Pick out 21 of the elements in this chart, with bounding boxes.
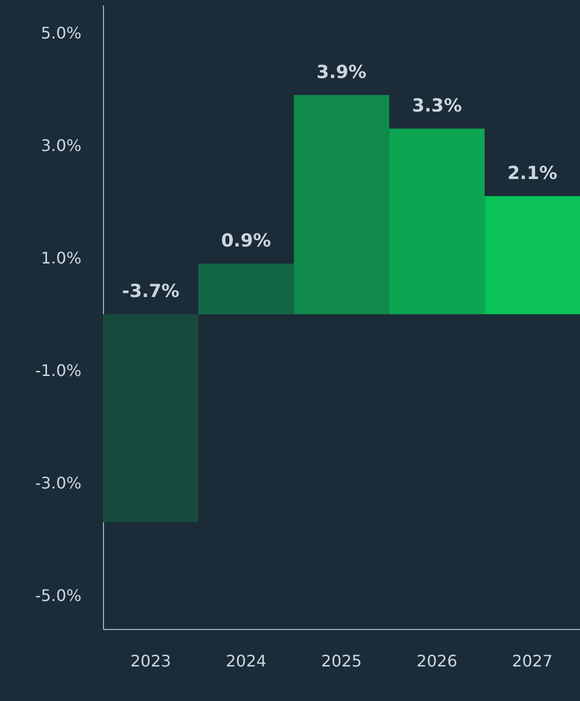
y-tick-label: -1.0% [35, 360, 82, 380]
bar [198, 264, 294, 314]
data-label: 3.9% [316, 62, 366, 83]
y-tick-label: 5.0% [40, 24, 82, 43]
y-tick-label: -5.0% [35, 586, 82, 605]
bar [389, 128, 485, 314]
data-label: 0.9% [221, 230, 272, 252]
bar [484, 196, 580, 314]
data-label: 3.3% [412, 96, 462, 117]
bar [294, 94, 390, 314]
y-tick-label: 1.0% [40, 248, 82, 268]
y-tick-label: -3.0% [35, 473, 82, 492]
x-tick-label: 2023 [130, 652, 172, 670]
x-tick-label: 2025 [321, 652, 362, 670]
x-tick-label: 2024 [226, 652, 266, 670]
x-tick-label: 2026 [416, 652, 458, 670]
bar [103, 314, 198, 522]
x-tick-label: 2027 [512, 652, 553, 670]
data-label: 2.1% [507, 163, 558, 184]
data-label: -3.7% [122, 281, 180, 302]
y-tick-label: 3.0% [40, 136, 82, 156]
